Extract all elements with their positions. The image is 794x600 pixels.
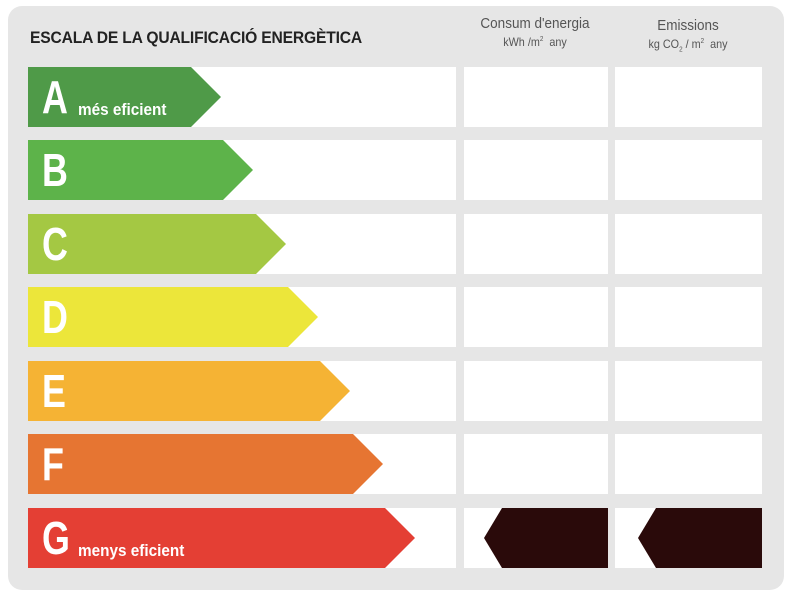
consumption-cell-g <box>464 508 608 568</box>
emissions-header-label: Emissions <box>657 17 719 34</box>
rating-letter: E <box>42 365 66 417</box>
emissions-header-unit: kg CO2 / m2 any <box>648 37 728 54</box>
rating-sublabel: més eficient <box>78 100 167 119</box>
consumption-cell-e <box>464 361 608 421</box>
rating-letter: A <box>42 71 68 123</box>
consumption-header-label: Consum d'energia <box>480 15 590 32</box>
emissions-header: Emissions kg CO2 / m2 any <box>614 18 762 53</box>
rating-arrow-d: D <box>28 287 318 347</box>
emissions-cell-e <box>615 361 762 421</box>
watermark-logo: habitaclia <box>330 283 455 313</box>
consumption-cell-d <box>464 287 608 347</box>
emissions-indicator-arrow <box>638 508 762 568</box>
emissions-cell-d <box>615 287 762 347</box>
rating-row-f: F <box>28 434 456 494</box>
rating-arrow-f: F <box>28 434 383 494</box>
rating-row-c: C <box>28 214 456 274</box>
rating-arrow-c: C <box>28 214 286 274</box>
rating-row-b: B <box>28 140 456 200</box>
rating-row-e: E <box>28 361 456 421</box>
page-title: ESCALA DE LA QUALIFICACIÓ ENERGÈTICA <box>30 28 362 47</box>
consumption-header-unit: kWh /m2 any <box>503 35 567 49</box>
consumption-cell-b <box>464 140 608 200</box>
rating-arrow-e: E <box>28 361 350 421</box>
consumption-indicator-arrow <box>484 508 608 568</box>
rating-letter: C <box>42 218 68 270</box>
consumption-header: Consum d'energia kWh /m2 any <box>462 16 608 48</box>
rating-arrow-b: B <box>28 140 253 200</box>
rating-sublabel: menys eficient <box>78 541 185 560</box>
emissions-cell-g <box>615 508 762 568</box>
rating-letter: B <box>42 144 68 196</box>
emissions-cell-c <box>615 214 762 274</box>
consumption-cell-a <box>464 67 608 127</box>
emissions-cell-b <box>615 140 762 200</box>
rating-letter: F <box>42 438 64 490</box>
consumption-cell-c <box>464 214 608 274</box>
rating-letter: D <box>42 291 68 343</box>
consumption-cell-f <box>464 434 608 494</box>
rating-row-d: D <box>28 287 456 347</box>
emissions-cell-a <box>615 67 762 127</box>
emissions-cell-f <box>615 434 762 494</box>
rating-letter: G <box>42 512 70 564</box>
